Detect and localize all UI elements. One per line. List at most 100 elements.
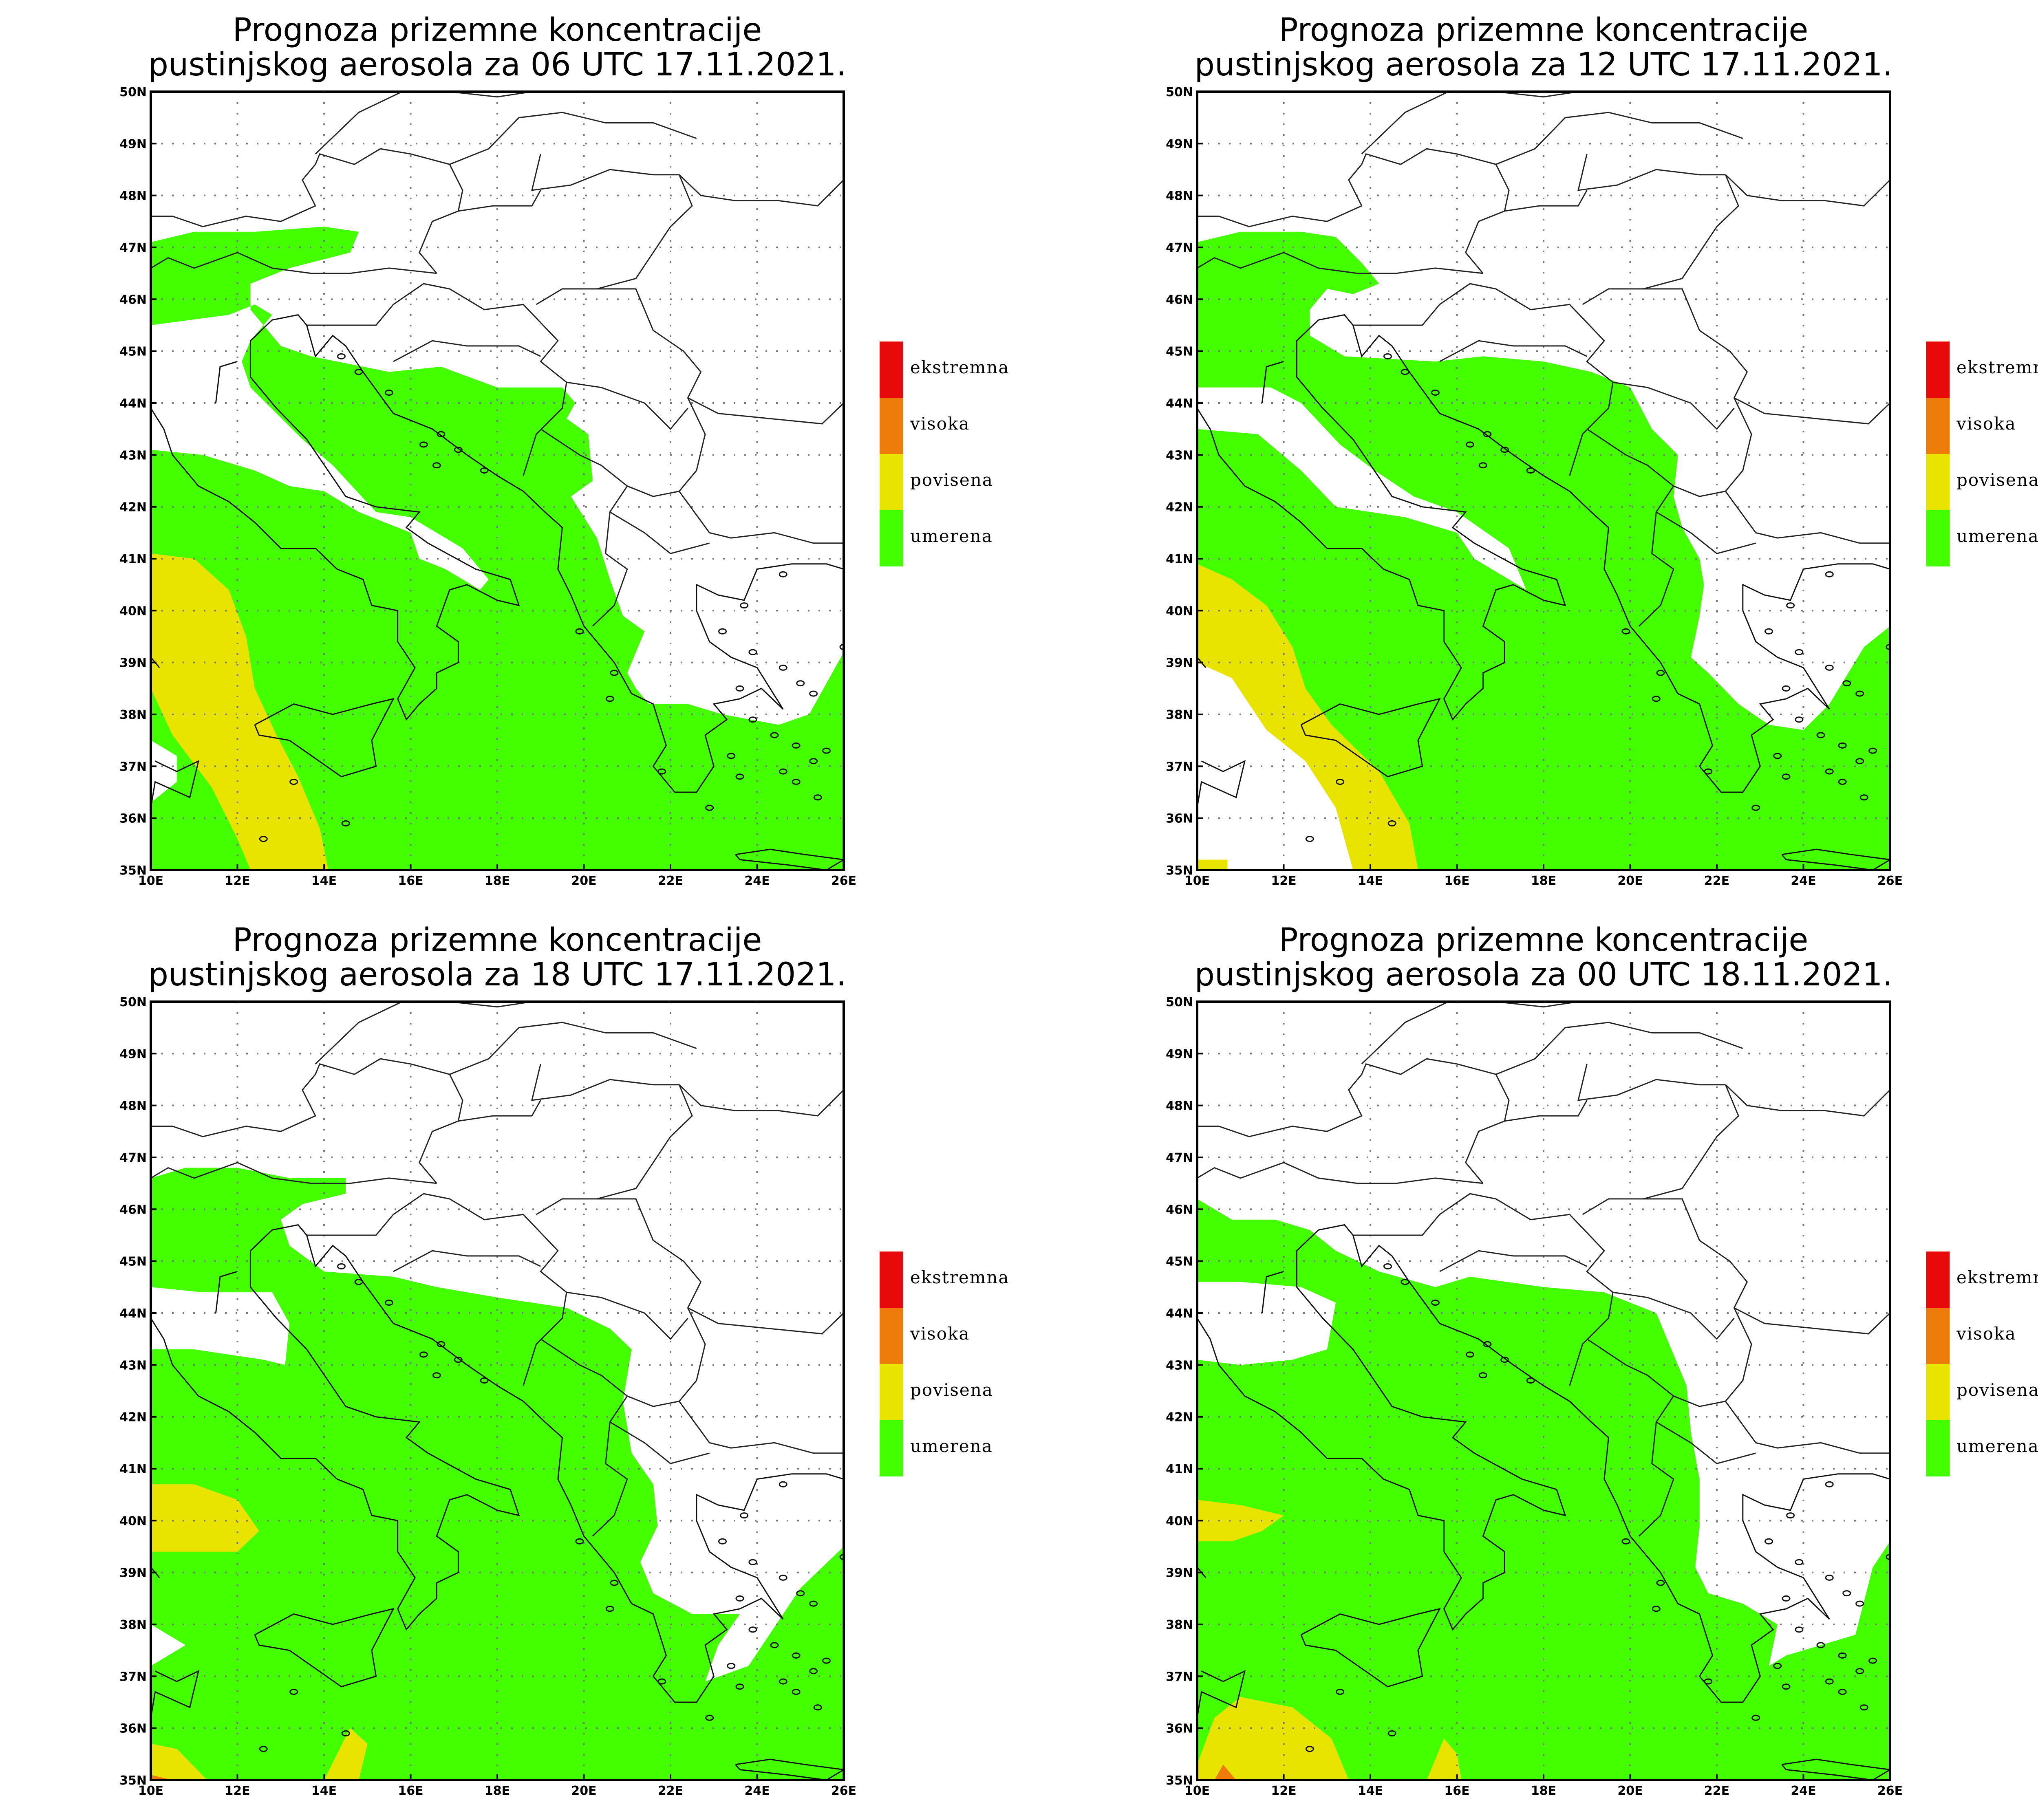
country-border	[1725, 397, 1890, 544]
coastline	[1197, 1224, 1890, 1703]
lat-tick-label: 35N	[1166, 1774, 1193, 1788]
coastline	[215, 361, 238, 403]
map-plot-area	[151, 1002, 844, 1780]
lat-tick-label: 44N	[119, 1307, 147, 1321]
lon-tick-label: 12E	[225, 1784, 250, 1798]
island	[1816, 732, 1825, 738]
island	[1483, 431, 1492, 437]
lat-tick-label: 47N	[1166, 241, 1193, 255]
island	[735, 685, 744, 692]
lon-tick-label: 26E	[831, 874, 856, 888]
legend-swatch-ekstremna	[1926, 1252, 1950, 1308]
map-title-line1: Prognoza prizemne koncentracije	[233, 922, 762, 958]
island	[1795, 716, 1804, 723]
lat-tick-label: 35N	[119, 1774, 147, 1788]
legend-label-povisena: povisena	[1956, 470, 2038, 490]
area-povisena-0	[1197, 564, 1418, 870]
lon-tick-label: 26E	[1877, 1784, 1903, 1798]
lon-tick-label: 18E	[485, 874, 510, 888]
island	[839, 1553, 844, 1560]
map-plot-area	[1197, 1002, 1890, 1780]
island	[809, 1668, 818, 1675]
legend-label-umerena: umerena	[1956, 526, 2038, 546]
island	[1868, 747, 1877, 754]
island	[1786, 1512, 1795, 1519]
lat-tick-label: 47N	[1166, 1151, 1193, 1165]
island	[1401, 1279, 1409, 1285]
map-title-line2: pustinjskog aerosola za 18 UTC 17.11.202…	[148, 956, 847, 993]
island	[1842, 680, 1851, 687]
area-visoka-0	[151, 1775, 173, 1780]
island	[1816, 1642, 1825, 1648]
legend-label-ekstremna: ekstremna	[910, 1267, 1010, 1287]
lat-tick-label: 47N	[119, 1151, 147, 1165]
island	[792, 742, 801, 749]
island	[1751, 1714, 1760, 1721]
lon-tick-label: 22E	[658, 874, 683, 888]
country-border	[1495, 112, 1743, 165]
lon-tick-label: 10E	[1184, 874, 1210, 888]
area-povisena-0	[151, 553, 329, 870]
country-border	[536, 1084, 693, 1215]
legend-label-povisena: povisena	[910, 1380, 993, 1400]
country-border	[1673, 1395, 1726, 1407]
legend-label-visoka: visoka	[1956, 1324, 2016, 1344]
lat-tick-label: 49N	[119, 137, 147, 151]
lat-tick-label: 40N	[119, 604, 147, 618]
lon-tick-label: 14E	[311, 1784, 337, 1798]
island	[779, 1678, 787, 1685]
island	[575, 628, 584, 635]
country-border	[1582, 1084, 1739, 1215]
coastline	[1300, 1608, 1441, 1688]
country-border	[393, 1250, 541, 1272]
lat-tick-label: 40N	[1166, 604, 1193, 618]
island	[1838, 1652, 1847, 1659]
island	[1773, 753, 1782, 759]
country-border	[458, 1100, 541, 1122]
country-border	[151, 1058, 463, 1184]
coastline	[1197, 760, 1246, 808]
island	[1656, 670, 1665, 676]
island	[748, 1559, 757, 1565]
lat-tick-label: 50N	[1166, 85, 1193, 99]
legend-label-umerena: umerena	[1956, 1436, 2038, 1456]
lat-tick-label: 39N	[119, 1566, 147, 1580]
island	[1465, 441, 1474, 448]
lat-tick-label: 38N	[119, 708, 147, 722]
coastline	[215, 1271, 238, 1313]
legend-label-ekstremna: ekstremna	[1956, 357, 2038, 377]
island	[1782, 1595, 1791, 1602]
lat-tick-label: 39N	[1166, 1566, 1193, 1580]
island	[432, 462, 441, 469]
island	[1825, 571, 1834, 577]
country-border	[1725, 1307, 1890, 1454]
country-border	[1197, 1058, 1510, 1184]
island	[1855, 690, 1864, 697]
island	[1621, 1538, 1630, 1545]
island	[779, 1481, 787, 1487]
island	[337, 1263, 346, 1269]
area-povisena-1	[1197, 1697, 1349, 1780]
lat-tick-label: 36N	[1166, 812, 1193, 826]
island	[610, 670, 619, 676]
lat-tick-label: 40N	[119, 1514, 147, 1528]
legend-swatch-umerena	[1926, 1420, 1950, 1476]
island	[1825, 664, 1834, 671]
country-border	[458, 190, 541, 212]
lat-tick-label: 45N	[1166, 345, 1193, 359]
map-svg-12utc: Prognoza prizemne koncentracijepustinjsk…	[1166, 12, 2038, 888]
legend: ekstremna visoka povisena umerena	[880, 1252, 1010, 1476]
island	[1526, 467, 1535, 474]
map-panel-18utc: Prognoza prizemne koncentracije pustinjsk…	[0, 910, 1046, 1820]
lon-tick-label: 14E	[311, 874, 337, 888]
coastline	[151, 760, 200, 808]
island	[1842, 1590, 1851, 1597]
lon-tick-label: 18E	[1531, 1784, 1556, 1798]
country-border	[1656, 1421, 1756, 1464]
island	[605, 1606, 614, 1612]
country-border	[151, 252, 437, 274]
country-border	[1582, 174, 1739, 305]
map-title-line2: pustinjskog aerosola za 12 UTC 17.11.202…	[1195, 46, 1893, 83]
lat-tick-label: 43N	[119, 1358, 147, 1373]
island	[354, 1279, 363, 1285]
